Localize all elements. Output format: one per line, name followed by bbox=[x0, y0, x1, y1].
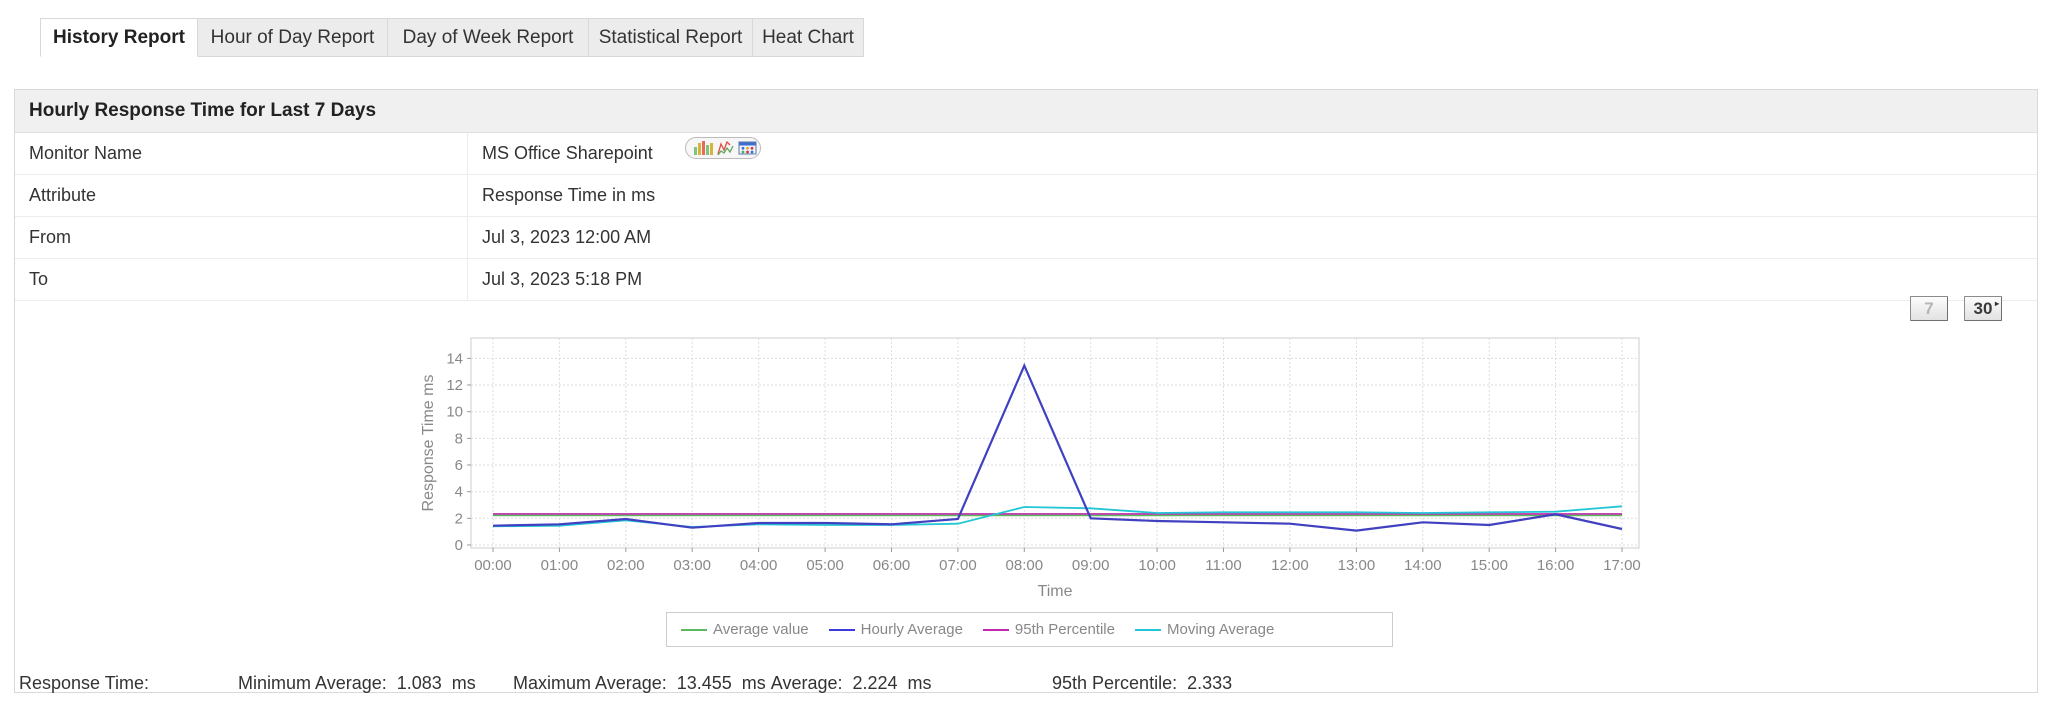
svg-text:14: 14 bbox=[446, 350, 463, 367]
svg-text:0: 0 bbox=[455, 537, 463, 554]
svg-text:05:00: 05:00 bbox=[806, 557, 844, 574]
svg-text:04:00: 04:00 bbox=[740, 557, 778, 574]
svg-text:2: 2 bbox=[455, 510, 463, 527]
svg-text:Response Time ms: Response Time ms bbox=[420, 375, 437, 512]
svg-text:11:00: 11:00 bbox=[1205, 557, 1241, 574]
svg-text:6: 6 bbox=[455, 457, 463, 474]
svg-text:12: 12 bbox=[446, 377, 463, 394]
svg-text:00:00: 00:00 bbox=[474, 557, 512, 574]
svg-text:13:00: 13:00 bbox=[1338, 557, 1376, 574]
svg-text:4: 4 bbox=[455, 484, 463, 501]
svg-text:10:00: 10:00 bbox=[1138, 557, 1176, 574]
svg-text:8: 8 bbox=[455, 430, 463, 447]
svg-text:06:00: 06:00 bbox=[873, 557, 911, 574]
svg-text:01:00: 01:00 bbox=[541, 557, 579, 574]
svg-text:14:00: 14:00 bbox=[1404, 557, 1442, 574]
svg-text:16:00: 16:00 bbox=[1537, 557, 1575, 574]
svg-text:12:00: 12:00 bbox=[1271, 557, 1309, 574]
svg-text:09:00: 09:00 bbox=[1072, 557, 1110, 574]
svg-text:02:00: 02:00 bbox=[607, 557, 645, 574]
svg-text:10: 10 bbox=[446, 404, 463, 421]
svg-text:Time: Time bbox=[1038, 583, 1073, 600]
svg-text:07:00: 07:00 bbox=[939, 557, 977, 574]
svg-text:03:00: 03:00 bbox=[673, 557, 711, 574]
svg-text:08:00: 08:00 bbox=[1006, 557, 1044, 574]
svg-text:17:00: 17:00 bbox=[1603, 557, 1641, 574]
svg-text:15:00: 15:00 bbox=[1470, 557, 1508, 574]
